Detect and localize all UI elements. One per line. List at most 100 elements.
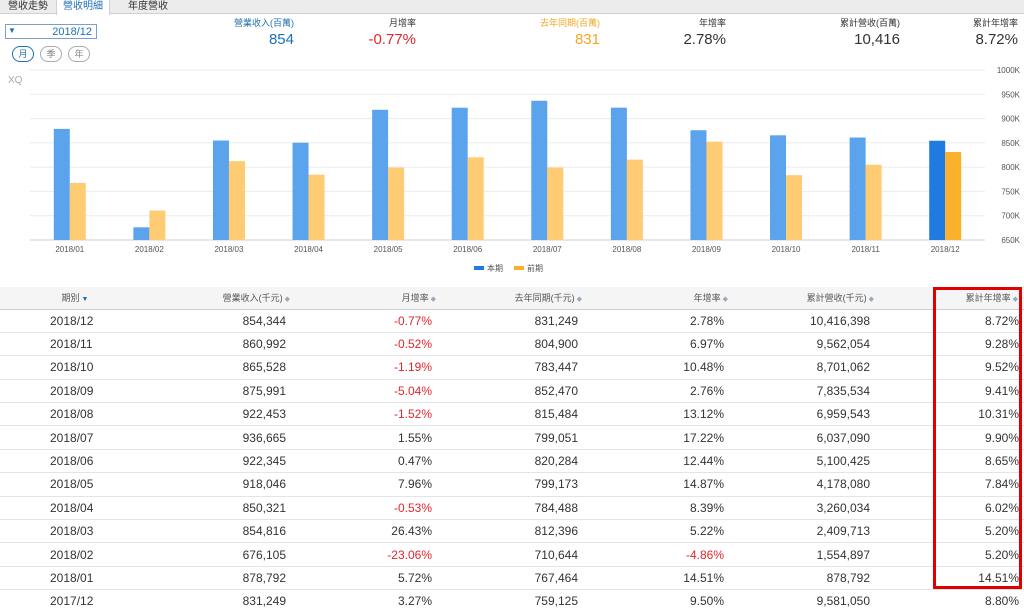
table-cell: 2018/12	[0, 309, 150, 333]
bar-previous	[706, 141, 723, 240]
table-cell: 860,992	[150, 332, 296, 357]
table-row[interactable]: 2017/12 831,249 3.27% 759,125 9.50% 9,581,050…	[0, 589, 1024, 611]
table-cell: 10.48%	[588, 355, 734, 380]
table-cell: 815,484	[442, 402, 588, 427]
table-row[interactable]: 2018/08 922,453 -1.52% 815,484 13.12% 6,959,5…	[0, 402, 1024, 427]
table-cell: 783,447	[442, 355, 588, 380]
bar-previous	[228, 161, 245, 240]
table-cell: 2.76%	[588, 379, 734, 404]
table-row[interactable]: 2018/06 922,345 0.47% 820,284 12.44% 5,100,42…	[0, 449, 1024, 474]
bar-current	[212, 140, 229, 240]
table-cell: 820,284	[442, 449, 588, 474]
table-cell: 0.47%	[296, 449, 442, 474]
table-cell: 2018/03	[0, 519, 150, 544]
table-row[interactable]: 2018/09 875,991 -5.04% 852,470 2.76% 7,835,53…	[0, 379, 1024, 404]
chart-watermark: XQ	[8, 75, 23, 86]
metric-last-year-value: 831	[574, 31, 600, 48]
freq-year-button[interactable]: 年	[68, 46, 90, 62]
table-cell: -23.06%	[296, 542, 442, 567]
revenue-bar-chart: XQ 650K 700K 750K 800K 850K 900K 950K 1000K 2018/…	[8, 66, 1021, 273]
table-cell: 2.78%	[588, 309, 734, 333]
x-tick-label: 2018/05	[374, 245, 403, 254]
legend-swatch	[514, 266, 524, 270]
x-tick-label: 2018/03	[214, 245, 243, 254]
x-tick-label: 2018/08	[612, 245, 641, 254]
bar-current	[372, 109, 389, 240]
bar-current	[53, 128, 70, 240]
col-header-mom[interactable]: 月增率 ◆	[296, 287, 442, 310]
table-cell: -5.04%	[296, 379, 442, 404]
table-cell: 831,249	[442, 309, 588, 333]
table-cell: 9,581,050	[734, 589, 880, 611]
sort-icon: ◆	[722, 296, 728, 304]
table-cell: 2018/07	[0, 425, 150, 450]
col-header-cumulative[interactable]: 累計營收(千元) ◆	[734, 287, 880, 310]
table-cell: 922,345	[150, 449, 296, 474]
col-header-last-year[interactable]: 去年同期(千元) ◆	[442, 287, 588, 310]
metric-revenue: 營業收入(百萬) 854	[234, 18, 294, 51]
table-cell: 14.51%	[588, 566, 734, 591]
table-cell: 9.41%	[880, 379, 1024, 404]
tab-revenue-trend[interactable]: 營收走勢	[8, 1, 48, 12]
table-cell: 854,344	[150, 309, 296, 333]
y-tick-label: 1000K	[997, 66, 1021, 75]
table-cell: 2018/05	[0, 472, 150, 497]
col-header-cumulative-yoy[interactable]: 累計年增率 ◆	[880, 287, 1024, 310]
table-cell: 852,470	[442, 379, 588, 404]
table-cell: 2018/06	[0, 449, 150, 474]
table-row[interactable]: 2018/04 850,321 -0.53% 784,488 8.39% 3,260,03…	[0, 496, 1024, 521]
table-cell: 10.31%	[880, 402, 1024, 427]
table-cell: 6,959,543	[734, 402, 880, 427]
metric-mom-label: 月增率	[388, 18, 416, 28]
tab-revenue-detail[interactable]: 營收明細	[56, 0, 110, 15]
table-cell: -0.53%	[296, 496, 442, 521]
x-tick-label: 2018/06	[453, 245, 482, 254]
table-cell: 14.87%	[588, 472, 734, 497]
metric-cumulative-yoy-label: 累計年增率	[972, 18, 1018, 28]
bar-current	[531, 100, 548, 240]
table-row[interactable]: 2018/03 854,816 26.43% 812,396 5.22% 2,409,71…	[0, 519, 1024, 544]
table-cell: 3.27%	[296, 589, 442, 611]
table-row[interactable]: 2018/10 865,528 -1.19% 783,447 10.48% 8,701,0…	[0, 355, 1024, 380]
bar-previous	[786, 175, 803, 240]
x-tick-label: 2018/12	[931, 245, 960, 254]
col-header-revenue[interactable]: 營業收入(千元) ◆	[150, 287, 296, 310]
table-row[interactable]: 2018/01 878,792 5.72% 767,464 14.51% 878,792 1…	[0, 566, 1024, 591]
table-cell: 2018/08	[0, 402, 150, 427]
table-cell: 17.22%	[588, 425, 734, 450]
table-cell: 2017/12	[0, 589, 150, 611]
table-cell: 2018/09	[0, 379, 150, 404]
col-header-period[interactable]: 期別 ▼	[0, 287, 150, 310]
tab-annual-revenue[interactable]: 年度營收	[128, 1, 168, 12]
bar-previous	[388, 167, 405, 240]
col-header-yoy[interactable]: 年增率 ◆	[588, 287, 734, 310]
metric-yoy: 年增率 2.78%	[683, 18, 726, 51]
table-cell: 9.28%	[880, 332, 1024, 357]
metric-revenue-label: 營業收入(百萬)	[234, 18, 294, 28]
table-row[interactable]: 2018/12 854,344 -0.77% 831,249 2.78% 10,416,3…	[0, 309, 1024, 333]
y-tick-label: 800K	[1001, 163, 1020, 172]
freq-quarter-button[interactable]: 季	[40, 46, 62, 62]
bar-current	[133, 227, 150, 240]
table-cell: 804,900	[442, 332, 588, 357]
bar-previous	[308, 174, 325, 240]
y-tick-label: 850K	[1001, 139, 1020, 148]
table-cell: 2018/04	[0, 496, 150, 521]
table-cell: -1.19%	[296, 355, 442, 380]
table-cell: 9.90%	[880, 425, 1024, 450]
bar-current	[292, 142, 309, 240]
sort-icon: ◆	[430, 296, 436, 304]
freq-month-button[interactable]: 月	[12, 46, 34, 62]
table-row[interactable]: 2018/05 918,046 7.96% 799,173 14.87% 4,178,08…	[0, 472, 1024, 497]
metric-cumulative-yoy-value: 8.72%	[975, 31, 1018, 48]
legend-label: 本期	[487, 263, 503, 273]
table-cell: 6.02%	[880, 496, 1024, 521]
bar-previous	[149, 210, 166, 240]
bar-current	[770, 135, 787, 240]
period-dropdown[interactable]: ▼ 2018/12	[5, 24, 97, 39]
table-row[interactable]: 2018/11 860,992 -0.52% 804,900 6.97% 9,562,05…	[0, 332, 1024, 357]
metric-mom-value: -0.77%	[368, 31, 416, 48]
table-row[interactable]: 2018/02 676,105 -23.06% 710,644 -4.86% 1,554,…	[0, 542, 1024, 567]
table-row[interactable]: 2018/07 936,665 1.55% 799,051 17.22% 6,037,09…	[0, 425, 1024, 450]
table-cell: 5.22%	[588, 519, 734, 544]
